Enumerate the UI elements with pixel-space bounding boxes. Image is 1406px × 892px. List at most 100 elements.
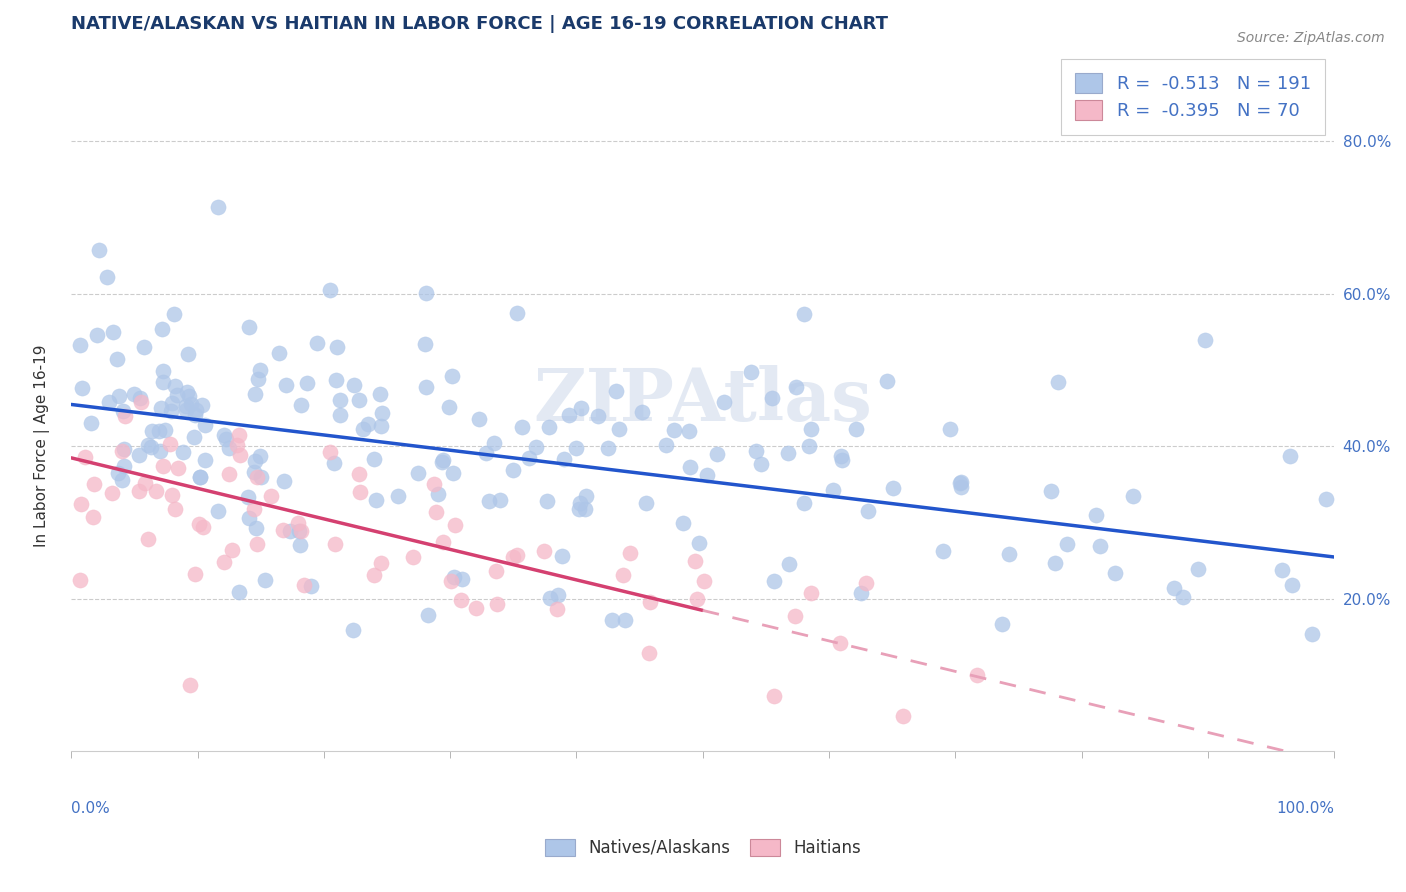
Point [537, 420, 560, 434]
Text: 0.0%: 0.0% [72, 801, 110, 815]
Point [845, 422, 868, 436]
Point [160, 404, 183, 418]
Point [363, 568, 385, 582]
Point [368, 387, 391, 401]
Point [129, 391, 152, 405]
Point [238, 511, 260, 525]
Point [502, 549, 524, 564]
Point [75, 450, 97, 465]
Point [290, 399, 312, 413]
Point [464, 600, 486, 615]
Legend: Natives/Alaskans, Haitians: Natives/Alaskans, Haitians [531, 825, 875, 871]
Point [188, 470, 211, 484]
Point [949, 475, 972, 490]
Point [693, 574, 716, 588]
Point [713, 395, 735, 409]
Point [558, 408, 581, 422]
Point [139, 440, 162, 454]
Point [607, 422, 630, 436]
Point [413, 337, 436, 351]
Point [323, 537, 346, 551]
Point [1047, 376, 1070, 390]
Point [194, 452, 217, 467]
Point [1187, 562, 1209, 576]
Point [176, 385, 198, 400]
Point [882, 481, 904, 495]
Point [612, 567, 634, 582]
Point [70, 497, 93, 511]
Point [1278, 449, 1301, 463]
Point [510, 420, 533, 434]
Point [575, 489, 598, 503]
Point [128, 448, 150, 462]
Point [183, 409, 205, 423]
Point [69, 338, 91, 352]
Point [432, 534, 454, 549]
Point [166, 461, 188, 475]
Point [427, 487, 450, 501]
Point [86, 328, 108, 343]
Point [166, 387, 188, 401]
Point [149, 401, 172, 415]
Point [997, 547, 1019, 561]
Point [486, 597, 509, 611]
Point [685, 592, 707, 607]
Point [111, 473, 134, 487]
Point [238, 320, 260, 334]
Point [329, 393, 352, 408]
Point [568, 502, 591, 516]
Point [83, 477, 105, 491]
Point [228, 427, 250, 442]
Point [145, 484, 167, 499]
Point [152, 364, 174, 378]
Point [180, 397, 202, 411]
Point [124, 387, 146, 401]
Point [112, 459, 135, 474]
Point [1043, 556, 1066, 570]
Point [136, 532, 159, 546]
Point [215, 432, 238, 446]
Point [165, 502, 187, 516]
Point [349, 467, 371, 481]
Point [785, 380, 807, 394]
Point [444, 517, 467, 532]
Point [1281, 578, 1303, 592]
Point [70, 381, 93, 395]
Point [82, 510, 104, 524]
Point [371, 406, 394, 420]
Point [183, 430, 205, 444]
Point [246, 372, 269, 386]
Point [482, 435, 505, 450]
Point [176, 399, 198, 413]
Point [991, 616, 1014, 631]
Point [800, 422, 823, 436]
Point [423, 477, 446, 491]
Point [366, 493, 388, 508]
Point [132, 340, 155, 354]
Point [533, 544, 555, 558]
Point [678, 424, 700, 438]
Point [218, 467, 240, 481]
Point [478, 493, 501, 508]
Point [160, 488, 183, 502]
Point [108, 389, 131, 403]
Point [672, 516, 695, 531]
Point [517, 451, 540, 466]
Point [212, 555, 235, 569]
Point [221, 543, 243, 558]
Point [245, 521, 267, 535]
Point [243, 502, 266, 516]
Point [191, 520, 214, 534]
Point [631, 404, 654, 418]
Point [949, 480, 972, 494]
Point [177, 389, 200, 403]
Point [80, 416, 103, 430]
Point [596, 441, 619, 455]
Point [451, 572, 474, 586]
Point [343, 378, 366, 392]
Point [851, 586, 873, 600]
Point [678, 460, 700, 475]
Point [141, 424, 163, 438]
Point [207, 201, 229, 215]
Point [249, 363, 271, 377]
